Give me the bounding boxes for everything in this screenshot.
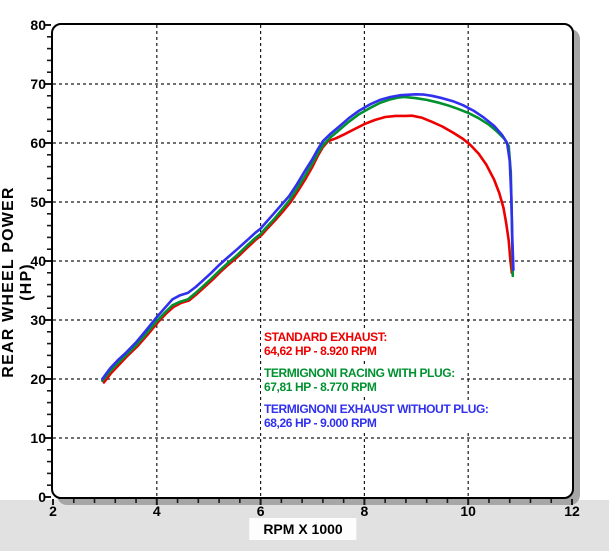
legend-value: 68,26 HP - 9.000 RPM [264, 416, 377, 430]
legend-label: TERMIGNONI EXHAUST WITHOUT PLUG: [264, 402, 489, 416]
curve-termignoni-racing-with-plug [100, 95, 515, 383]
legend-termignoni-exhaust-without-plug: TERMIGNONI EXHAUST WITHOUT PLUG: 68,26 H… [261, 400, 492, 432]
y-tick-label-20: 20 [30, 371, 46, 387]
x-axis-title: RPM X 1000 [249, 518, 357, 540]
plot-area: STANDARD EXHAUST: 64,62 HP - 8.920 RPM T… [45, 23, 574, 505]
y-tick-label-50: 50 [30, 194, 46, 210]
curve-termignoni-exhaust-without-plug [100, 93, 515, 381]
legend-value: 67,81 HP - 8.770 RPM [264, 380, 377, 394]
y-tick-label-60: 60 [30, 135, 46, 151]
y-tick-label-80: 80 [30, 17, 46, 33]
y-tick-label-30: 30 [30, 312, 46, 328]
legend-termignoni-racing-with-plug: TERMIGNONI RACING WITH PLUG: 67,81 HP - … [261, 364, 458, 396]
legend-standard-exhaust: STANDARD EXHAUST: 64,62 HP - 8.920 RPM [261, 328, 390, 360]
legend-label: TERMIGNONI RACING WITH PLUG: [264, 366, 455, 380]
y-tick-label-40: 40 [30, 253, 46, 269]
y-tick-label-0: 0 [38, 489, 46, 505]
x-tick-label-12: 12 [564, 503, 580, 519]
legend-value: 64,62 HP - 8.920 RPM [264, 344, 377, 358]
y-axis-title: REAR WHEEL POWER (HP) [0, 186, 35, 378]
y-tick-label-70: 70 [30, 76, 46, 92]
chart-canvas [45, 24, 573, 505]
x-tick-label-10: 10 [460, 503, 476, 519]
x-tick-label-8: 8 [360, 503, 369, 519]
y-tick-label-10: 10 [30, 430, 46, 446]
legend-label: STANDARD EXHAUST: [264, 330, 387, 344]
x-tick-label-6: 6 [256, 503, 265, 519]
curve-standard-exhaust [102, 114, 514, 384]
x-tick-label-4: 4 [152, 503, 161, 519]
x-tick-label-2: 2 [49, 503, 57, 519]
